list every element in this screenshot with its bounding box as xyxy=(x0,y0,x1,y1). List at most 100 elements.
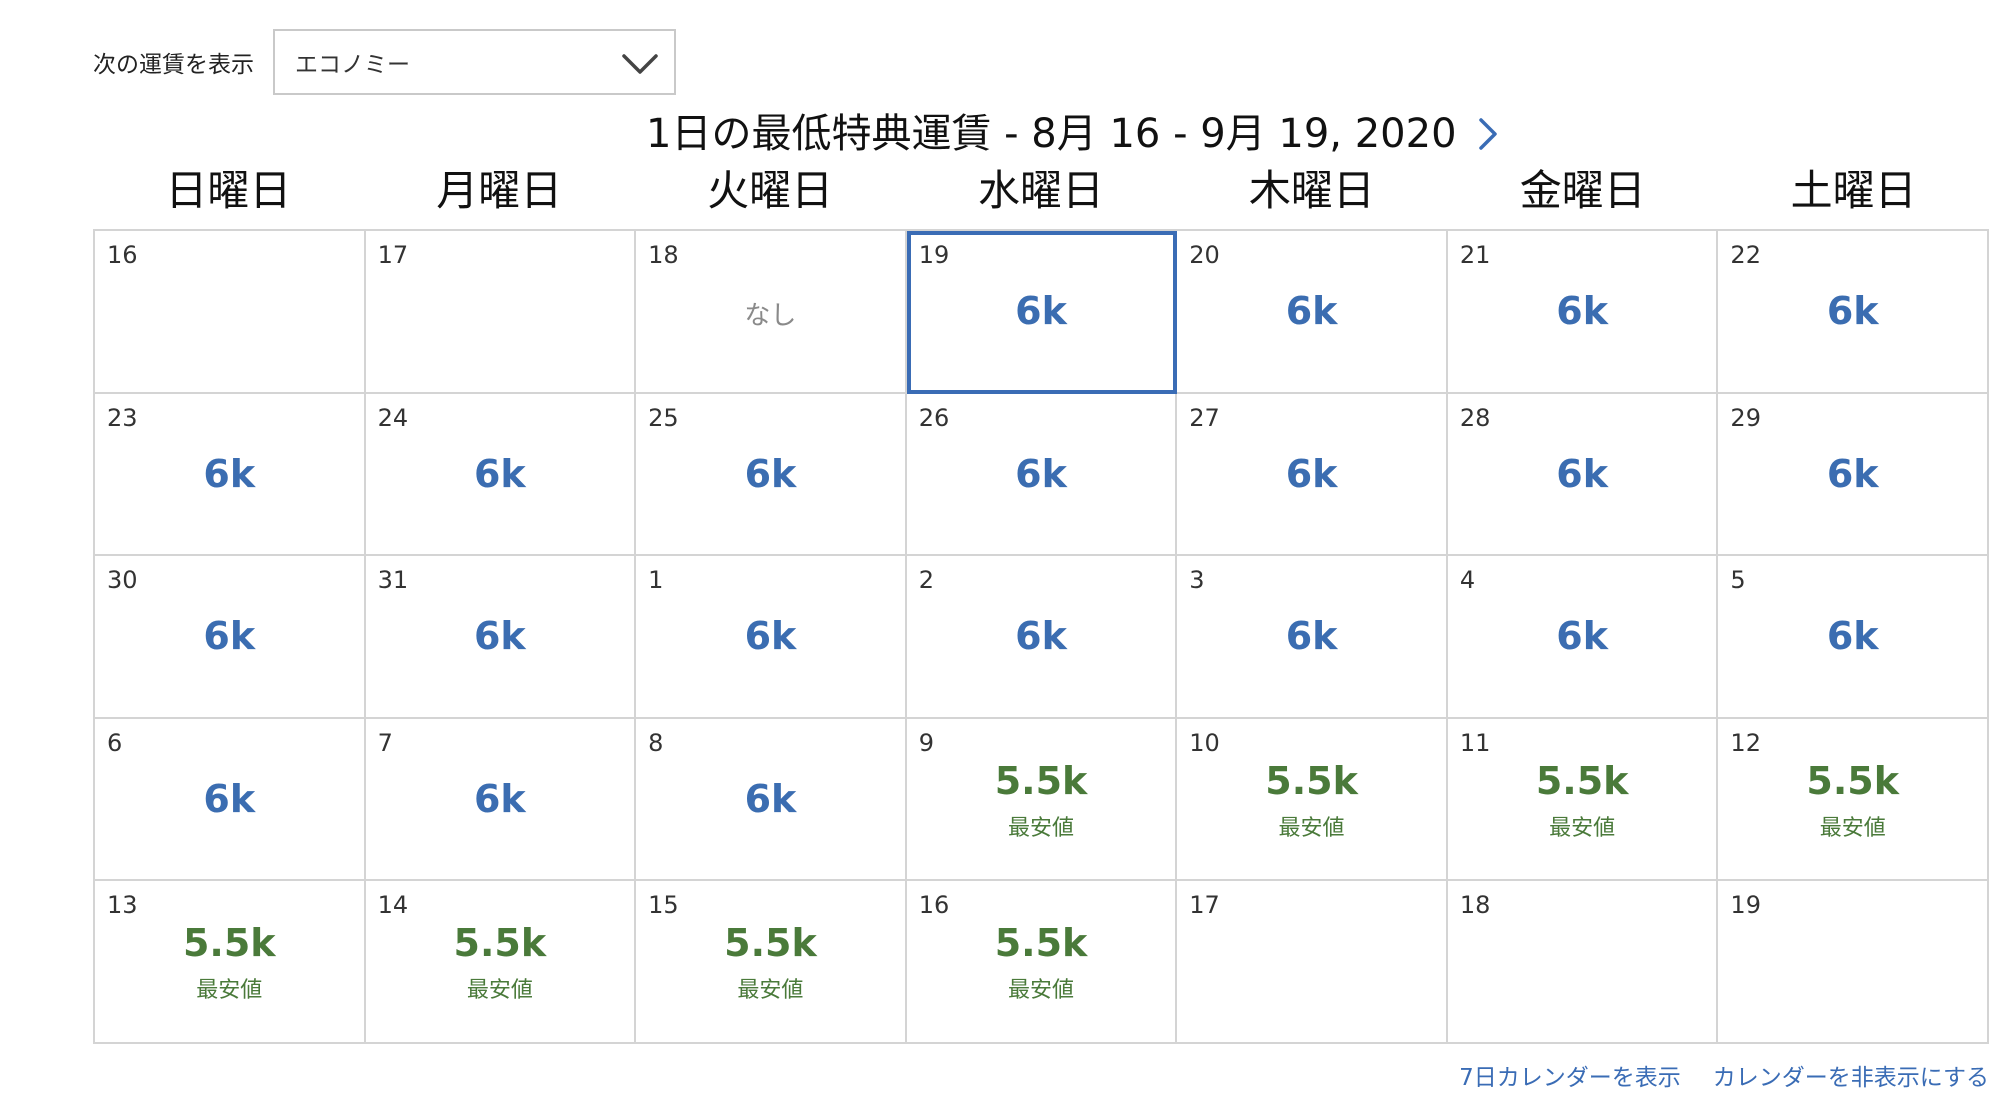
calendar-day-cell[interactable]: 5 6k xyxy=(1718,556,1989,719)
calendar-day-cell[interactable]: 9 5.5k 最安値 xyxy=(906,718,1178,882)
calendar-title: 1日の最低特典運賃 - 8月 16 - 9月 19, 2020 xyxy=(646,111,1457,157)
calendar-day-cell[interactable]: 17 xyxy=(365,231,637,394)
day-number: 11 xyxy=(1459,728,1491,757)
day-number: 16 xyxy=(918,891,950,920)
calendar-day-cell[interactable]: 3 6k xyxy=(1177,556,1448,719)
calendar-day-cell[interactable]: 29 6k xyxy=(1718,393,1989,557)
calendar-day-cell[interactable]: 4 6k xyxy=(1447,556,1719,719)
calendar-day-cell[interactable]: 7 6k xyxy=(365,718,637,882)
calendar-day-cell[interactable]: 17 xyxy=(1177,881,1448,1044)
lowest-fare-badge: 最安値 xyxy=(1007,815,1074,841)
fare-price: 6k xyxy=(744,614,797,659)
fare-price: 6k xyxy=(1285,451,1338,496)
calendar-day-cell[interactable]: 27 6k xyxy=(1177,393,1448,557)
calendar-day-cell[interactable]: 10 5.5k 最安値 xyxy=(1177,718,1448,882)
calendar-day-cell[interactable]: 26 6k xyxy=(906,393,1178,557)
fare-price: 6k xyxy=(744,776,797,821)
day-number: 12 xyxy=(1730,728,1761,757)
calendar-day-cell[interactable]: 8 6k xyxy=(636,718,907,882)
calendar-day-cell[interactable]: 24 6k xyxy=(365,393,637,557)
hide-calendar-link[interactable]: カレンダーを非表示にする xyxy=(1712,1065,1989,1091)
lowest-fare-badge: 最安値 xyxy=(737,978,804,1004)
lowest-fare-badge: 最安値 xyxy=(196,978,263,1004)
calendar-day-cell[interactable]: 14 5.5k 最安値 xyxy=(365,881,637,1044)
fare-price: 6k xyxy=(473,451,526,496)
calendar-day-cell[interactable]: 25 6k xyxy=(636,393,907,557)
calendar-day-cell[interactable]: 19 6k xyxy=(906,231,1178,394)
lowest-fare-badge: 最安値 xyxy=(466,978,533,1004)
lowest-fare-badge: 最安値 xyxy=(1819,815,1886,841)
cabin-class-select[interactable]: エコノミー xyxy=(273,29,676,95)
fare-price: 5.5k xyxy=(453,921,547,966)
calendar-day-cell[interactable]: 16 xyxy=(95,231,366,394)
calendar-day-cell[interactable]: 15 5.5k 最安値 xyxy=(636,881,907,1044)
day-number: 18 xyxy=(1459,891,1491,920)
day-number: 23 xyxy=(107,403,138,432)
day-number: 25 xyxy=(648,403,679,432)
day-number: 9 xyxy=(918,728,934,757)
calendar-day-cell[interactable]: 31 6k xyxy=(365,556,637,719)
calendar-day-cell[interactable]: 6 6k xyxy=(95,718,366,882)
calendar-header: 1日の最低特典運賃 - 8月 16 - 9月 19, 2020 xyxy=(0,104,2012,164)
lowest-fare-badge: 最安値 xyxy=(1549,815,1616,841)
fare-price: 6k xyxy=(1826,614,1879,659)
calendar-day-cell[interactable]: 20 6k xyxy=(1177,231,1448,394)
fare-price: 6k xyxy=(1556,614,1608,659)
day-number: 1 xyxy=(648,566,664,595)
day-number: 26 xyxy=(918,403,950,432)
weekday-label: 月曜日 xyxy=(436,166,563,215)
day-number: 10 xyxy=(1189,728,1220,757)
day-number: 28 xyxy=(1459,403,1491,432)
calendar-day-cell[interactable]: 22 6k xyxy=(1718,231,1989,394)
fare-price: 5.5k xyxy=(1265,758,1358,803)
fare-price: 6k xyxy=(203,451,256,496)
calendar-day-cell[interactable]: 30 6k xyxy=(95,556,366,719)
no-fare-label: なし xyxy=(744,301,797,331)
day-number: 16 xyxy=(107,241,138,269)
calendar-day-cell[interactable]: 11 5.5k 最安値 xyxy=(1447,718,1719,882)
day-number: 2 xyxy=(918,566,934,595)
calendar-day-cell[interactable]: 18 xyxy=(1447,881,1719,1044)
fare-price: 6k xyxy=(1556,451,1608,496)
fare-price: 6k xyxy=(203,614,256,659)
show-7-day-calendar-link[interactable]: 7日カレンダーを表示 xyxy=(1459,1065,1681,1091)
calendar-grid: 16 17 18 なし 19 6k 20 6k 21 6k 22 6k 23 6k 24 6k 25 6k 26 6k… xyxy=(93,229,1989,1044)
chevron-right-icon[interactable] xyxy=(1468,114,1508,154)
fare-filter-label: 次の運賃を表示 xyxy=(93,52,254,78)
weekday-label: 金曜日 xyxy=(1519,166,1646,215)
day-number: 13 xyxy=(107,891,138,920)
fare-price: 6k xyxy=(203,776,256,821)
weekday-header-row: 日曜日 月曜日 火曜日 水曜日 木曜日 金曜日 土曜日 xyxy=(93,160,1989,222)
calendar-day-cell[interactable]: 23 6k xyxy=(95,393,366,557)
day-number: 24 xyxy=(377,403,409,432)
day-number: 14 xyxy=(377,891,409,920)
day-number: 17 xyxy=(1189,891,1220,920)
fare-price: 6k xyxy=(1285,614,1338,659)
day-number: 21 xyxy=(1459,241,1491,269)
calendar-day-cell[interactable]: 18 なし xyxy=(636,231,907,394)
fare-price: 6k xyxy=(1015,614,1067,659)
fare-price: 5.5k xyxy=(1535,758,1629,803)
calendar-footer-links: 7日カレンダーを表示 カレンダーを非表示にする xyxy=(1459,1058,1989,1094)
fare-price: 6k xyxy=(1015,451,1067,496)
calendar-day-cell[interactable]: 2 6k xyxy=(906,556,1178,719)
calendar-day-cell[interactable]: 1 6k xyxy=(636,556,907,719)
day-number: 19 xyxy=(1730,891,1761,920)
fare-price: 6k xyxy=(1285,289,1338,333)
fare-price: 6k xyxy=(473,614,526,659)
day-number: 31 xyxy=(377,566,409,595)
day-number: 4 xyxy=(1459,566,1476,595)
calendar-day-cell[interactable]: 16 5.5k 最安値 xyxy=(906,881,1178,1044)
day-number: 29 xyxy=(1730,403,1761,432)
fare-filter: 次の運賃を表示 エコノミー xyxy=(93,28,676,96)
calendar-day-cell[interactable]: 12 5.5k 最安値 xyxy=(1718,718,1989,882)
calendar-day-cell[interactable]: 19 xyxy=(1718,881,1989,1044)
calendar-day-cell[interactable]: 21 6k xyxy=(1447,231,1719,394)
calendar-day-cell[interactable]: 28 6k xyxy=(1447,393,1719,557)
calendar-day-cell[interactable]: 13 5.5k 最安値 xyxy=(95,881,366,1044)
lowest-fare-badge: 最安値 xyxy=(1007,978,1074,1004)
day-number: 15 xyxy=(648,891,679,920)
weekday-label: 火曜日 xyxy=(707,166,834,215)
day-number: 18 xyxy=(648,241,679,269)
